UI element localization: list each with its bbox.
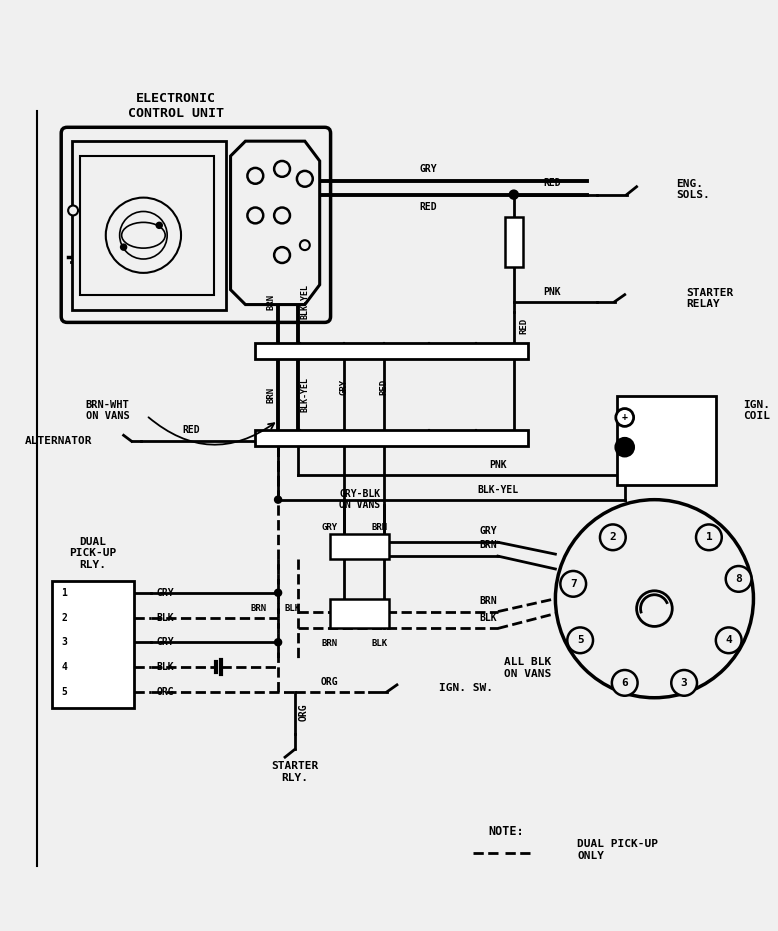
Text: BRN-WHT
ON VANS: BRN-WHT ON VANS bbox=[86, 399, 130, 422]
Text: BRN: BRN bbox=[479, 596, 497, 606]
Text: BLK-YEL: BLK-YEL bbox=[478, 485, 518, 494]
Polygon shape bbox=[230, 142, 320, 304]
Circle shape bbox=[275, 640, 281, 645]
Text: 6: 6 bbox=[622, 678, 628, 688]
Circle shape bbox=[297, 171, 313, 187]
Circle shape bbox=[696, 524, 722, 550]
Text: STARTER
RLY.: STARTER RLY. bbox=[272, 762, 318, 783]
Bar bbox=[255, 430, 527, 446]
Bar bbox=[255, 344, 527, 359]
Circle shape bbox=[247, 168, 263, 183]
Bar bbox=[330, 599, 389, 628]
Circle shape bbox=[716, 627, 741, 654]
Circle shape bbox=[560, 571, 586, 597]
Text: BRN: BRN bbox=[479, 540, 497, 550]
Text: NOTE:: NOTE: bbox=[488, 825, 524, 838]
Circle shape bbox=[275, 589, 281, 596]
Circle shape bbox=[157, 223, 162, 228]
Circle shape bbox=[636, 591, 672, 627]
Circle shape bbox=[616, 439, 633, 456]
Text: ALL BLK
ON VANS: ALL BLK ON VANS bbox=[504, 657, 552, 679]
Circle shape bbox=[616, 409, 633, 426]
Text: 3: 3 bbox=[681, 678, 688, 688]
Circle shape bbox=[68, 206, 78, 215]
Text: ORG: ORG bbox=[299, 704, 309, 722]
Text: BRN: BRN bbox=[371, 523, 387, 532]
Circle shape bbox=[510, 191, 517, 198]
Text: GRY: GRY bbox=[321, 523, 338, 532]
Text: ALTERNATOR: ALTERNATOR bbox=[24, 437, 92, 446]
FancyBboxPatch shape bbox=[61, 128, 331, 322]
Text: GRY-BLK
ON VANS: GRY-BLK ON VANS bbox=[339, 489, 380, 510]
Text: +: + bbox=[622, 412, 628, 423]
Text: 4: 4 bbox=[61, 662, 67, 672]
Text: GRY: GRY bbox=[420, 164, 437, 174]
Circle shape bbox=[274, 208, 290, 223]
Bar bbox=[330, 534, 389, 560]
Circle shape bbox=[612, 670, 638, 695]
Bar bbox=[80, 156, 214, 295]
Text: ORG: ORG bbox=[321, 677, 338, 687]
Circle shape bbox=[726, 566, 752, 592]
Text: ORG: ORG bbox=[156, 687, 174, 696]
Bar bbox=[505, 218, 523, 267]
Text: 2: 2 bbox=[61, 613, 67, 623]
Circle shape bbox=[106, 197, 181, 273]
Circle shape bbox=[600, 524, 626, 550]
Text: BLK-YEL: BLK-YEL bbox=[300, 377, 310, 412]
Text: IGN. SW.: IGN. SW. bbox=[439, 682, 492, 693]
Bar bbox=[72, 142, 226, 309]
Bar bbox=[617, 396, 716, 485]
Text: PNK: PNK bbox=[544, 287, 561, 297]
Text: RED: RED bbox=[182, 425, 200, 436]
Text: STARTER
RELAY: STARTER RELAY bbox=[686, 288, 734, 309]
Text: BRN: BRN bbox=[267, 293, 275, 310]
Text: 1: 1 bbox=[706, 533, 713, 542]
Text: BLK: BLK bbox=[156, 662, 174, 672]
Text: 5: 5 bbox=[61, 687, 67, 696]
Text: DUAL
PICK-UP
RLY.: DUAL PICK-UP RLY. bbox=[69, 536, 117, 570]
Text: 1: 1 bbox=[61, 587, 67, 598]
Text: RED: RED bbox=[420, 201, 437, 211]
Text: GRY: GRY bbox=[340, 379, 349, 395]
Text: 7: 7 bbox=[569, 579, 576, 588]
Text: RED: RED bbox=[519, 318, 528, 334]
Text: BLK-YEL: BLK-YEL bbox=[300, 284, 310, 319]
Text: BRN: BRN bbox=[321, 639, 338, 648]
Text: BLK: BLK bbox=[156, 613, 174, 623]
Text: BRN: BRN bbox=[251, 604, 266, 614]
Text: BLK: BLK bbox=[285, 604, 301, 614]
Circle shape bbox=[121, 245, 126, 250]
Text: ELECTRONIC
CONTROL UNIT: ELECTRONIC CONTROL UNIT bbox=[128, 91, 224, 119]
Text: 8: 8 bbox=[735, 573, 742, 584]
Text: 3: 3 bbox=[61, 638, 67, 647]
Text: PNK: PNK bbox=[489, 460, 506, 470]
Bar bbox=[52, 581, 134, 708]
Text: BRN: BRN bbox=[267, 386, 275, 403]
Text: DUAL PICK-UP
ONLY: DUAL PICK-UP ONLY bbox=[577, 840, 658, 861]
Text: IGN.
COIL: IGN. COIL bbox=[744, 399, 770, 422]
Circle shape bbox=[300, 240, 310, 250]
Text: RED: RED bbox=[380, 379, 388, 395]
Circle shape bbox=[274, 247, 290, 263]
Text: BLK: BLK bbox=[479, 613, 497, 623]
Circle shape bbox=[275, 497, 281, 503]
Ellipse shape bbox=[121, 223, 165, 249]
Text: ENG.
SOLS.: ENG. SOLS. bbox=[676, 179, 710, 200]
Text: RED: RED bbox=[544, 178, 561, 188]
Circle shape bbox=[555, 500, 753, 697]
Circle shape bbox=[274, 161, 290, 177]
Circle shape bbox=[247, 208, 263, 223]
Text: 2: 2 bbox=[609, 533, 616, 542]
Text: GRY: GRY bbox=[156, 587, 174, 598]
Circle shape bbox=[671, 670, 697, 695]
Circle shape bbox=[567, 627, 593, 654]
Text: GRY: GRY bbox=[479, 526, 497, 536]
Text: 5: 5 bbox=[576, 635, 584, 645]
Text: GRY: GRY bbox=[156, 638, 174, 647]
Text: 4: 4 bbox=[725, 635, 732, 645]
Text: BLK: BLK bbox=[371, 639, 387, 648]
